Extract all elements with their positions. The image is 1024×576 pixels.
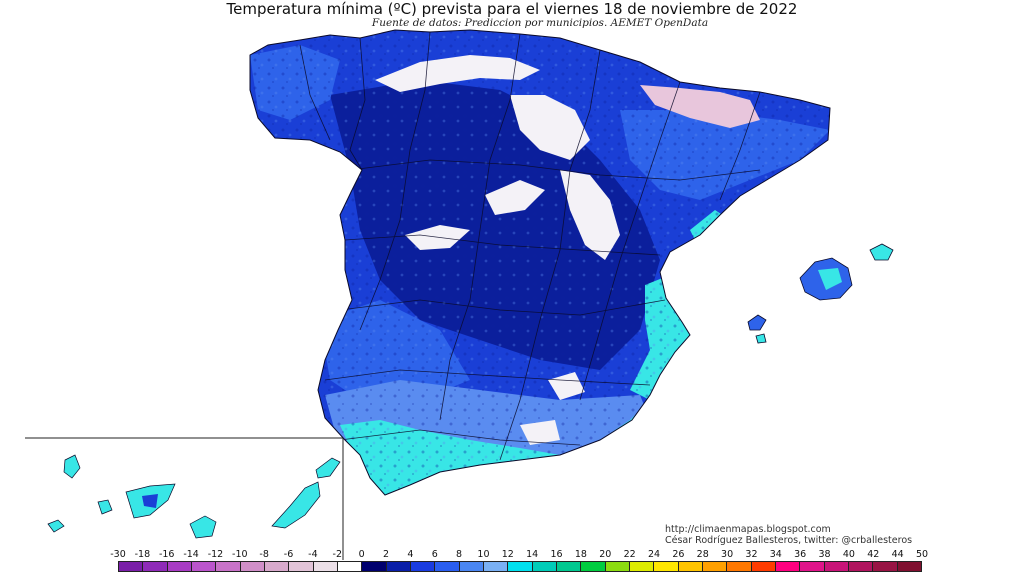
legend-swatch [824, 562, 849, 571]
legend-swatch [848, 562, 874, 571]
legend-tick-label: 12 [501, 549, 514, 560]
legend-tick-label: 38 [818, 549, 831, 560]
legend-tick-label: -10 [232, 549, 248, 560]
legend-swatch [313, 562, 338, 571]
legend-tick-label: 2 [382, 549, 390, 560]
legend-swatch [167, 562, 192, 571]
legend-tick-label: -8 [259, 549, 269, 560]
legend-tick-labels: -30 -18 -16 -14 -12 -10 -8 -6 -4 -2 0 2 4 6 8 10 12 14 16 1… [0, 549, 1024, 561]
legend-tick-label: -16 [158, 549, 175, 560]
legend-swatch [119, 562, 144, 571]
legend-tick-label: 16 [550, 549, 563, 560]
legend-swatch [337, 562, 363, 571]
legend-tick-label: 40 [842, 549, 855, 560]
balearic-islands [747, 243, 894, 344]
legend-swatch [654, 562, 679, 571]
legend-swatch [751, 562, 776, 571]
legend-swatch [556, 562, 582, 571]
legend-swatch [727, 562, 752, 571]
legend-swatch [605, 562, 630, 571]
legend-tick-label: -6 [283, 549, 294, 560]
legend-tick-label: 36 [794, 549, 807, 560]
legend-swatch [264, 562, 290, 571]
legend-swatch [532, 562, 557, 571]
legend-tick-label: 34 [769, 549, 782, 560]
blog-url: http://climaenmapas.blogspot.com [665, 524, 831, 535]
legend-tick-label: 30 [721, 549, 734, 560]
legend-tick-label: 18 [574, 549, 587, 560]
legend-swatch [629, 562, 655, 571]
legend-tick-label: 50 [915, 549, 929, 560]
legend-swatch [191, 562, 217, 571]
legend-swatch [289, 562, 314, 571]
legend-swatch [483, 562, 509, 571]
legend-swatch [459, 562, 484, 571]
legend-tick-label: 42 [867, 549, 880, 560]
legend-swatch [897, 562, 921, 571]
legend-tick-label: 44 [891, 549, 904, 560]
legend-swatch [240, 562, 265, 571]
legend-tick-label: -12 [207, 549, 224, 560]
legend-tick-label: 0 [358, 549, 365, 560]
color-legend [118, 561, 922, 572]
map-subtitle: Fuente de datos: Prediccion por municipi… [371, 17, 709, 29]
legend-swatch [435, 562, 460, 571]
legend-tick-label: 20 [599, 549, 612, 560]
legend-swatch [678, 562, 703, 571]
legend-swatch [581, 562, 606, 571]
legend-tick-label: 4 [407, 549, 414, 560]
legend-tick-label: 6 [431, 549, 438, 560]
legend-swatch [216, 562, 241, 571]
legend-tick-label: -18 [134, 549, 151, 560]
legend-tick-label: 26 [672, 549, 685, 560]
legend-tick-label: 8 [456, 549, 463, 560]
legend-tick-label: 14 [526, 549, 539, 560]
legend-tick-label: 22 [623, 549, 636, 560]
legend-swatch [386, 562, 411, 571]
legend-swatch [873, 562, 898, 571]
legend-swatch [508, 562, 533, 571]
canary-islands-inset [25, 437, 344, 560]
legend-swatch [800, 562, 825, 571]
legend-tick-label: -4 [308, 549, 318, 560]
map-title: Temperatura mínima (ºC) prevista para el… [226, 0, 798, 18]
author-credit: César Rodríguez Ballesteros, twitter: @c… [665, 535, 913, 546]
legend-tick-label: -30 [110, 549, 126, 560]
legend-tick-label: 10 [477, 549, 490, 560]
legend-tick-label: 32 [745, 549, 758, 560]
legend-tick-label: 28 [696, 549, 709, 560]
legend-swatch [362, 562, 387, 571]
legend-swatch [702, 562, 728, 571]
peninsula-region [250, 30, 830, 495]
legend-swatch [775, 562, 801, 571]
legend-swatch [143, 562, 168, 571]
legend-tick-label: -14 [183, 549, 199, 560]
legend-swatch [410, 562, 436, 571]
legend-tick-label: -2 [332, 549, 343, 560]
legend-tick-label: 24 [647, 549, 661, 560]
